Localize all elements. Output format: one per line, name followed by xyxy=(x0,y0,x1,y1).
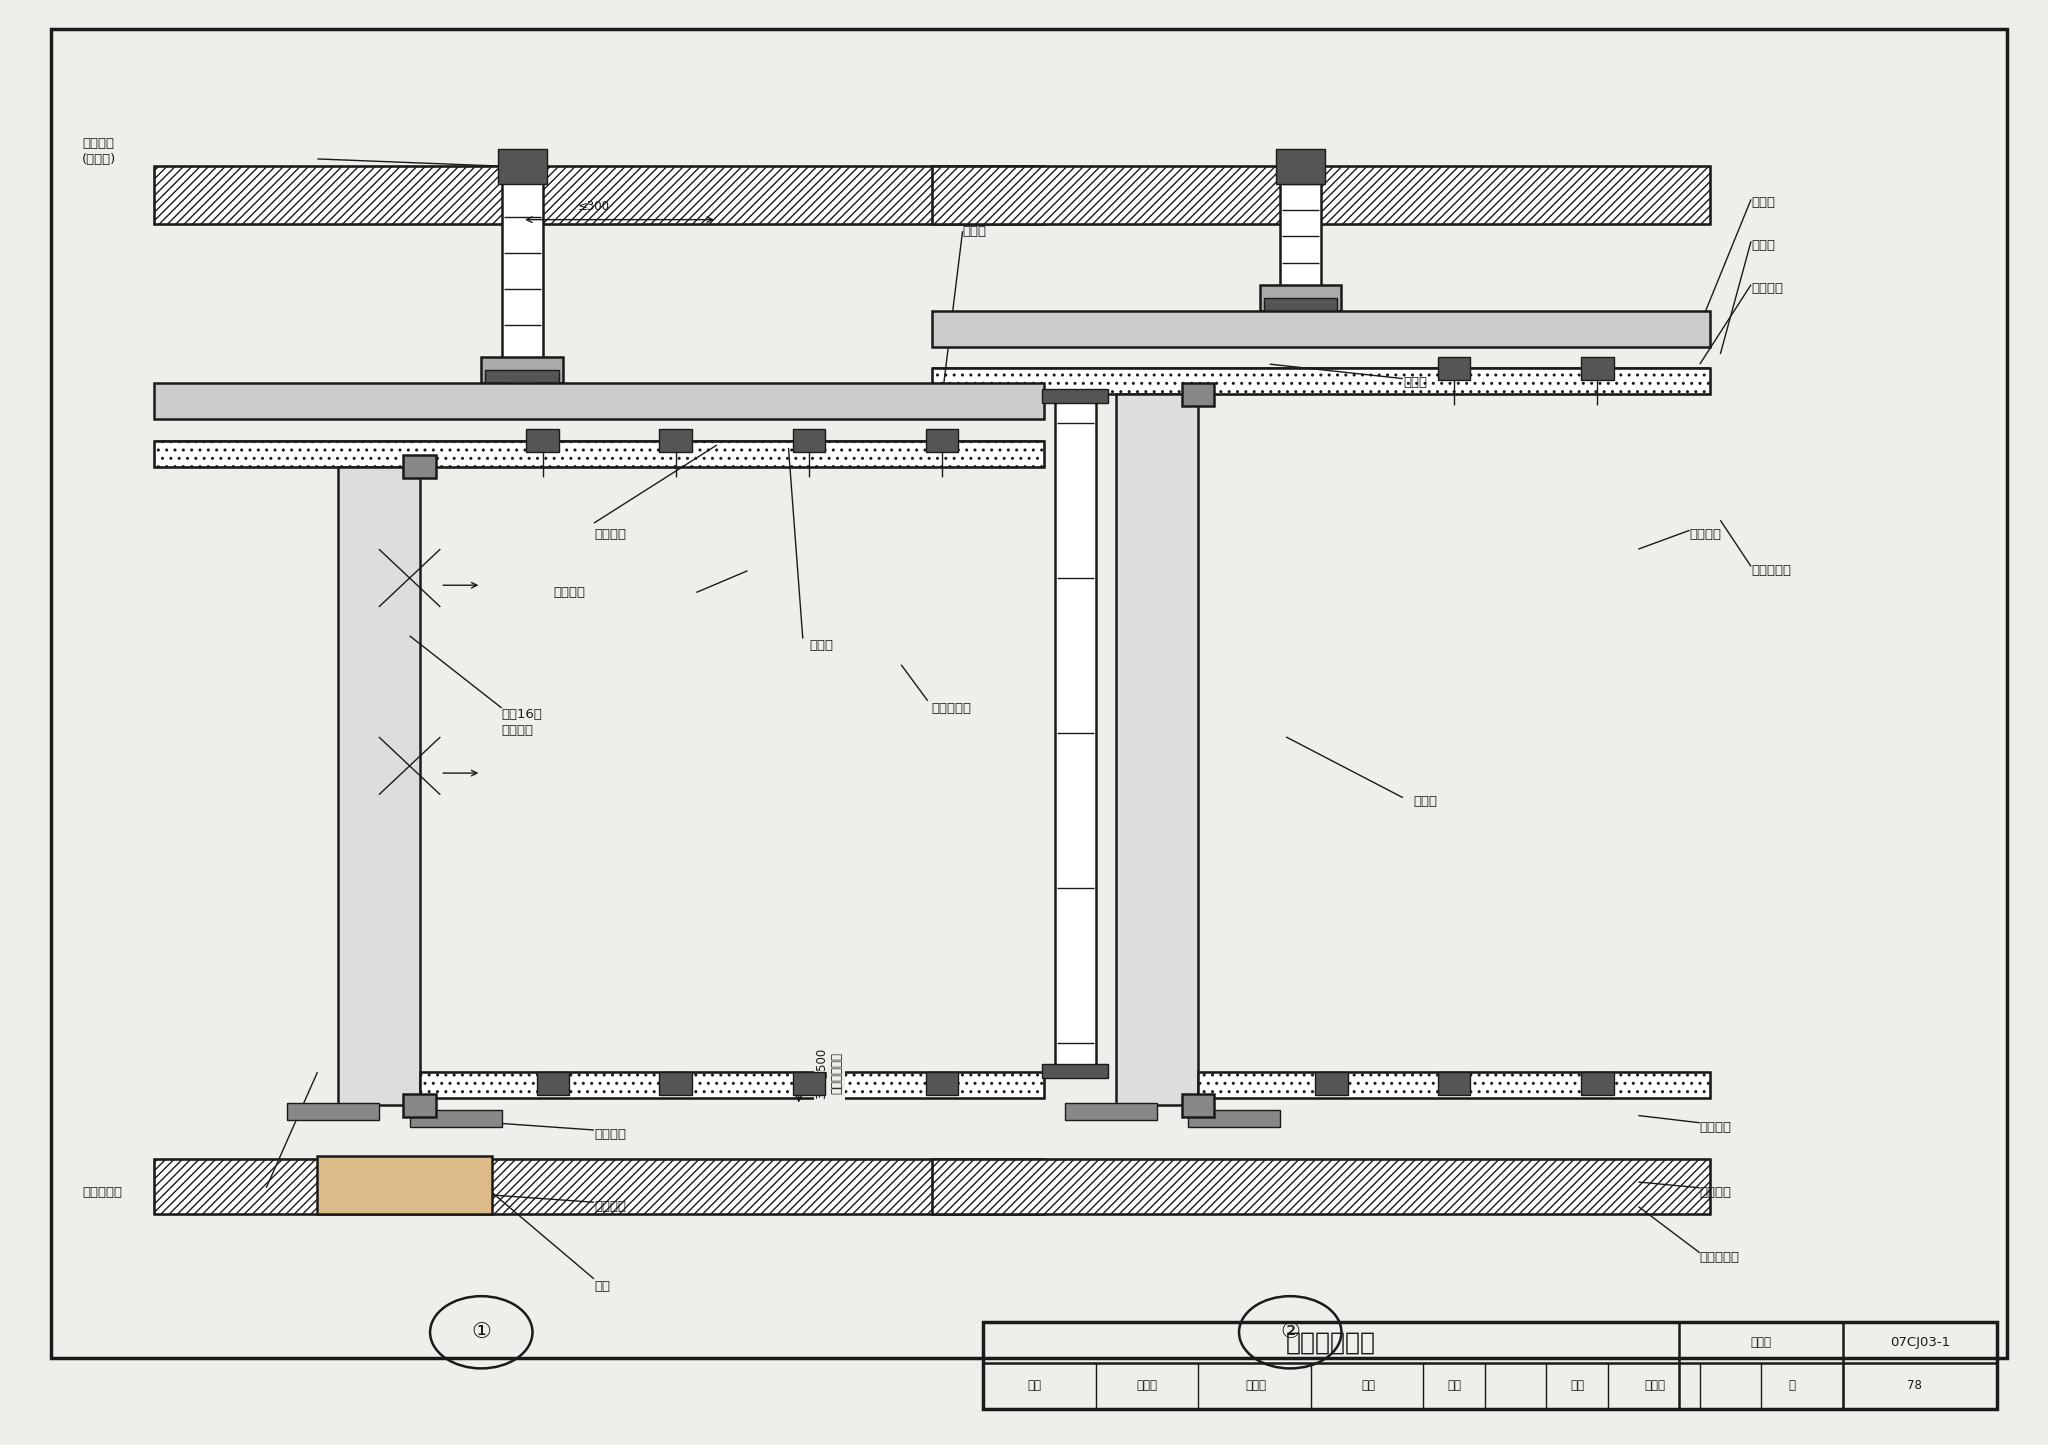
Bar xyxy=(526,429,559,452)
Bar xyxy=(1198,1072,1710,1098)
Text: 纸面石膏板: 纸面石膏板 xyxy=(1700,1251,1741,1263)
Bar xyxy=(1280,166,1321,303)
Text: 07CJ03-1: 07CJ03-1 xyxy=(1890,1337,1950,1348)
Text: 赵庆辉: 赵庆辉 xyxy=(1137,1380,1157,1392)
Bar xyxy=(932,368,1710,394)
Text: ①: ① xyxy=(471,1322,492,1342)
Text: 审核: 审核 xyxy=(1028,1380,1040,1392)
Bar xyxy=(317,1156,492,1214)
Text: 次龙骨: 次龙骨 xyxy=(1403,377,1427,389)
Bar xyxy=(1182,1094,1214,1117)
Bar xyxy=(403,455,436,478)
Text: 次龙骨: 次龙骨 xyxy=(1413,796,1438,808)
Bar xyxy=(1198,1072,1710,1098)
Bar xyxy=(944,318,1698,340)
Text: 设计: 设计 xyxy=(1571,1380,1583,1392)
Text: 页: 页 xyxy=(1788,1380,1796,1392)
Text: 收边龙骨: 收边龙骨 xyxy=(1700,1121,1733,1133)
Bar xyxy=(498,149,547,184)
Bar xyxy=(537,1072,569,1095)
Bar xyxy=(926,429,958,452)
Text: 金属护角: 金属护角 xyxy=(1690,529,1722,540)
Text: ②: ② xyxy=(1280,1322,1300,1342)
Bar xyxy=(1264,298,1337,312)
Bar xyxy=(1055,394,1096,1072)
Text: 金属护角: 金属护角 xyxy=(594,1201,627,1212)
Bar xyxy=(154,1159,1044,1214)
Bar xyxy=(983,1322,1997,1409)
Text: 横撑龙骨: 横撑龙骨 xyxy=(1751,283,1784,295)
Text: 金属护角: 金属护角 xyxy=(553,587,586,598)
Bar xyxy=(659,1072,692,1095)
Bar xyxy=(1065,1103,1157,1120)
Text: 横撑龙骨: 横撑龙骨 xyxy=(594,529,627,540)
Text: 校对: 校对 xyxy=(1362,1380,1374,1392)
Bar xyxy=(932,368,1710,394)
Bar xyxy=(1116,394,1198,1105)
Bar xyxy=(154,1159,1044,1214)
Bar xyxy=(1315,1072,1348,1095)
Text: 纸面石膏板: 纸面石膏板 xyxy=(82,1186,123,1198)
Text: 300～500
（或按设计）: 300～500 （或按设计） xyxy=(815,1048,844,1098)
Bar xyxy=(1042,389,1108,403)
Text: 图集号: 图集号 xyxy=(1751,1337,1772,1348)
Bar xyxy=(1581,357,1614,380)
Bar xyxy=(1438,357,1470,380)
Bar xyxy=(1276,149,1325,184)
Text: 主龙骨: 主龙骨 xyxy=(963,225,987,237)
Bar xyxy=(932,166,1710,224)
Bar xyxy=(1188,1110,1280,1127)
Bar xyxy=(932,1159,1710,1214)
Bar xyxy=(420,1072,1044,1098)
Text: 木方: 木方 xyxy=(594,1280,610,1292)
Bar xyxy=(403,1094,436,1117)
Bar xyxy=(539,383,553,397)
Bar xyxy=(1260,285,1341,311)
Bar xyxy=(932,311,1710,347)
Bar xyxy=(166,390,1032,412)
Text: 金属护角: 金属护角 xyxy=(1700,1186,1733,1198)
Bar xyxy=(481,357,563,383)
Text: 跌级吊顶详图: 跌级吊顶详图 xyxy=(1286,1331,1376,1354)
Bar xyxy=(154,383,1044,419)
Text: 收边龙骨: 收边龙骨 xyxy=(594,1129,627,1140)
Text: 马征: 马征 xyxy=(1448,1380,1460,1392)
Text: 次龙骨: 次龙骨 xyxy=(809,640,834,652)
Bar xyxy=(793,1072,825,1095)
Bar xyxy=(659,429,692,452)
Text: ≤300: ≤300 xyxy=(578,199,610,212)
Bar xyxy=(1042,1064,1108,1078)
Text: 孔庆国: 孔庆国 xyxy=(1645,1380,1665,1392)
Bar xyxy=(338,467,420,1105)
Bar xyxy=(410,1110,502,1127)
Text: 78: 78 xyxy=(1907,1380,1923,1392)
Bar xyxy=(287,1103,379,1120)
Bar xyxy=(492,383,506,397)
Text: 双股16号
镀锌钢丝: 双股16号 镀锌钢丝 xyxy=(502,708,543,737)
Text: 纸面石膏板: 纸面石膏板 xyxy=(1751,565,1792,577)
Bar xyxy=(926,1072,958,1095)
Text: 纸面石膏板: 纸面石膏板 xyxy=(932,702,973,714)
Bar xyxy=(932,166,1710,224)
Bar xyxy=(1182,383,1214,406)
Bar xyxy=(420,1072,1044,1098)
Bar xyxy=(485,370,559,384)
Bar xyxy=(154,166,1044,224)
Bar xyxy=(793,429,825,452)
Bar xyxy=(1438,1072,1470,1095)
Text: 次龙骨: 次龙骨 xyxy=(1751,240,1776,251)
Text: 主龙骨: 主龙骨 xyxy=(1751,197,1776,208)
Bar xyxy=(1581,1072,1614,1095)
Text: 空芯铆钉
(或焊接): 空芯铆钉 (或焊接) xyxy=(82,137,117,166)
Bar xyxy=(154,441,1044,467)
Bar xyxy=(932,1159,1710,1214)
Text: 赵庆辉: 赵庆辉 xyxy=(1245,1380,1266,1392)
Bar xyxy=(154,166,1044,224)
Bar xyxy=(154,441,1044,467)
Bar xyxy=(502,166,543,376)
